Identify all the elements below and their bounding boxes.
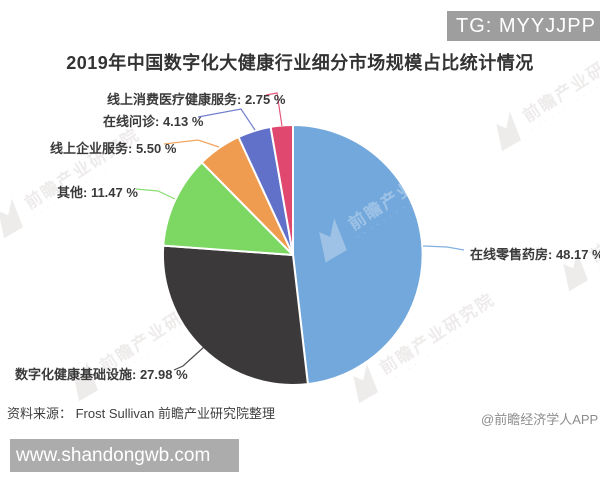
label-leader-line-4 xyxy=(197,108,256,131)
data-source-text: 资料来源： Frost Sullivan 前瞻产业研究院整理 xyxy=(7,406,275,421)
label-leader-line-2 xyxy=(135,188,176,200)
credit-text: @前瞻经济学人APP xyxy=(481,412,599,427)
pie-slice-0 xyxy=(292,124,424,386)
pie-slice-2 xyxy=(162,161,294,256)
slice-label-online-consumer-medical-health: 线上消费医疗健康服务: 2.75 % xyxy=(107,92,286,107)
slice-label-online-enterprise-services: 线上企业服务: 5.50 % xyxy=(50,141,177,156)
slice-label-other: 其他: 11.47 % xyxy=(57,185,138,200)
chart-title: 2019年中国数字化大健康行业细分市场规模占比统计情况 xyxy=(66,53,534,73)
label-leader-line-3 xyxy=(163,139,220,148)
slice-label-online-consultation: 在线问诊: 4.13 % xyxy=(103,114,204,129)
pie-slice-1 xyxy=(161,244,309,386)
slice-label-online-retail-pharmacy: 在线零售药房: 48.17 % xyxy=(470,247,600,262)
label-leader-line-5 xyxy=(265,92,283,127)
label-leader-line-1 xyxy=(173,346,205,371)
slice-label-digital-health-infrastructure: 数字化健康基础设施: 27.98 % xyxy=(15,367,188,382)
label-leader-line-0 xyxy=(422,245,465,251)
website-url-bar: www.shandongwb.com xyxy=(10,439,239,472)
tg-badge: TG: MYYJJPP xyxy=(447,11,600,41)
